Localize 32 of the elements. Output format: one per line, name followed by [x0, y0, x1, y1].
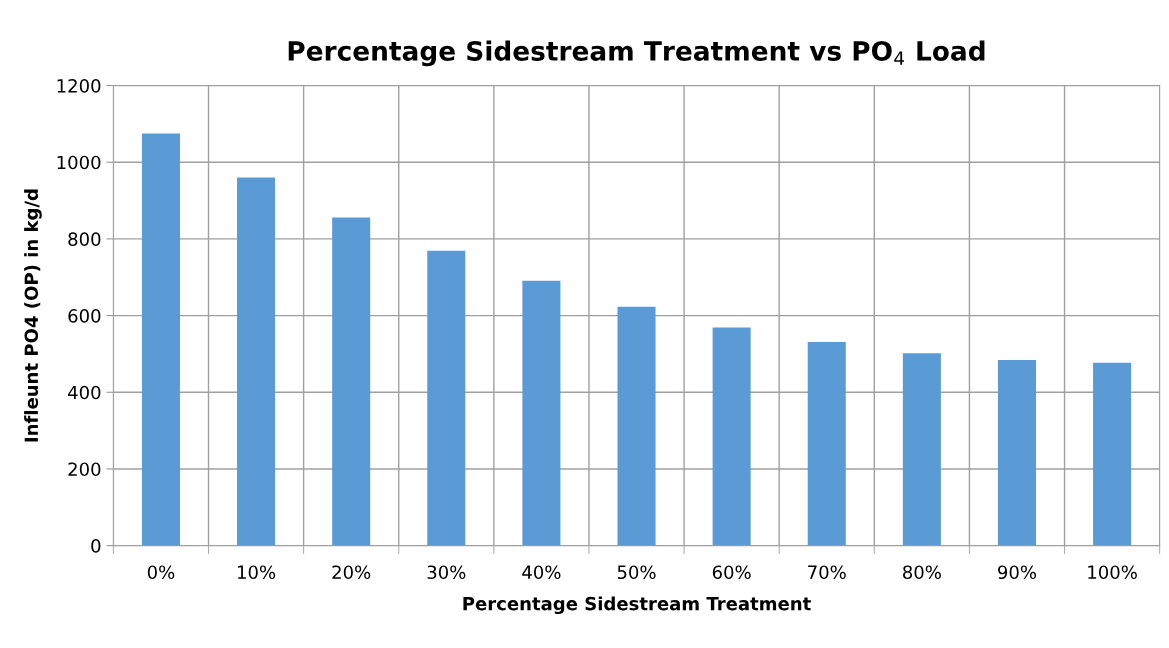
x-tick-label: 100%	[1088, 565, 1137, 580]
bar	[237, 177, 276, 546]
bar	[997, 360, 1036, 546]
x-tick-label: 30%	[427, 565, 466, 580]
y-tick-label: 1200	[57, 79, 101, 93]
bar	[807, 342, 846, 546]
x-tick-label: 90%	[998, 565, 1037, 580]
chart-title: Percentage Sidestream Treatment vs PO$_{4}$ Load	[288, 40, 985, 67]
bar	[1093, 362, 1132, 546]
x-tick-label: 20%	[332, 565, 371, 580]
y-tick-label: 0	[91, 539, 101, 553]
y-tick-label: 800	[68, 232, 101, 247]
y-axis-title: Infleunt PO4 (OP) in kg/d	[24, 189, 42, 442]
x-tick-label: 10%	[237, 565, 276, 580]
bar	[332, 217, 371, 546]
y-tick-label: 200	[68, 462, 101, 477]
x-tick-label: 70%	[808, 565, 846, 580]
x-tick-label: 60%	[712, 565, 751, 580]
y-tick-label: 1000	[57, 155, 101, 170]
x-tick-label: 0%	[147, 565, 175, 580]
x-tick-label: 40%	[522, 565, 561, 580]
bar	[522, 280, 561, 546]
bar	[427, 250, 466, 546]
bar	[141, 133, 180, 546]
y-tick-label: 400	[68, 385, 101, 400]
bar	[902, 353, 941, 546]
bar	[712, 327, 751, 546]
x-tick-label: 50%	[617, 565, 656, 580]
bar	[617, 306, 656, 546]
y-tick-label: 600	[68, 309, 101, 323]
x-axis-title: Percentage Sidestream Treatment	[463, 596, 811, 615]
x-tick-label: 80%	[903, 565, 941, 580]
